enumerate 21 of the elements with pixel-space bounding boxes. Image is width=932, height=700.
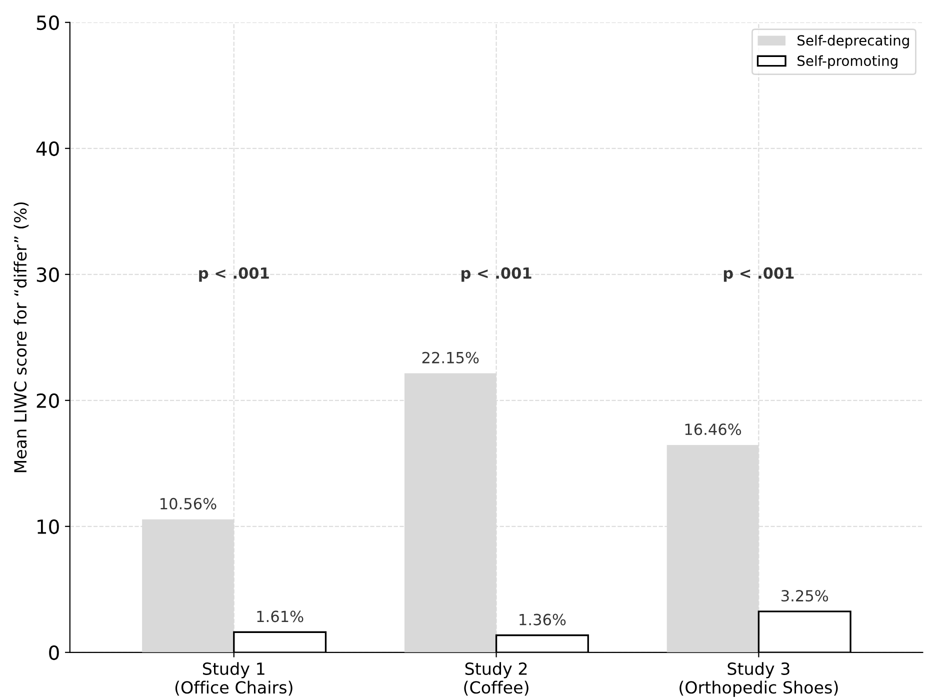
annotation: p < .001 xyxy=(724,267,794,282)
y-tick-label: 10 xyxy=(38,519,59,534)
x-tick-label: Study 2 (Coffee) xyxy=(464,662,528,696)
x-tick-label: Study 3 (Orthopedic Shoes) xyxy=(680,662,838,697)
annotation: p < .001 xyxy=(199,267,269,282)
y-tick-label: 50 xyxy=(36,15,59,30)
y-tick-label: 30 xyxy=(36,267,59,282)
x-tick-label: Study 1 (Office Chairs) xyxy=(175,662,292,696)
legend-label: Self-deprecating xyxy=(798,34,909,48)
y-tick-label: 0 xyxy=(49,645,59,660)
y-axis-title: Mean LIWC score for “differ” (%) xyxy=(14,202,29,472)
data-label: 10.56% xyxy=(160,498,216,510)
data-label: 1.61% xyxy=(257,610,304,622)
data-label: 22.15% xyxy=(422,352,479,364)
y-tick-label: 20 xyxy=(36,393,59,408)
legend-label: Self-promoting xyxy=(798,55,898,69)
annotation: p < .001 xyxy=(462,267,532,282)
data-label: 3.25% xyxy=(782,590,828,602)
y-tick-label: 40 xyxy=(36,141,59,156)
data-label: 16.46% xyxy=(685,424,742,436)
data-label: 1.36% xyxy=(520,614,566,626)
